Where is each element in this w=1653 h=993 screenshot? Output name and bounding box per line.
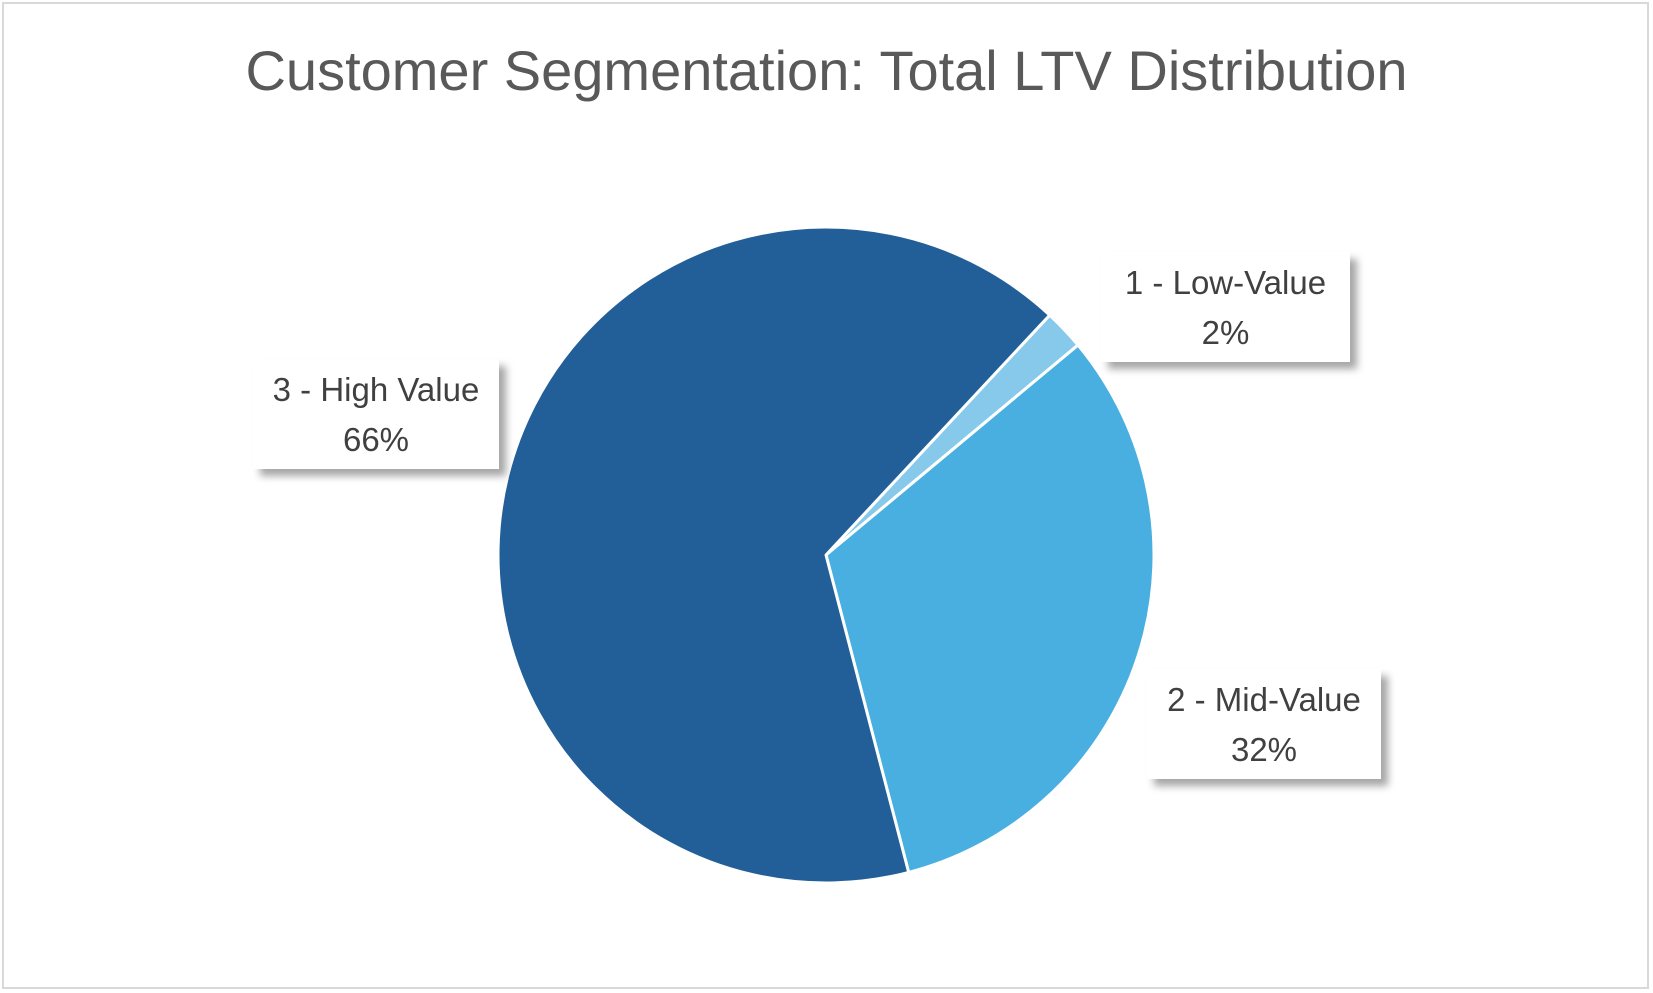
data-labels: 1 - Low-Value 2% 2 - Mid-Value 32% 3 - High … [253,252,1381,779]
pie-slices [496,225,1156,885]
pie-slice-2 [824,343,1156,874]
data-label-percent: 32% [1231,731,1297,768]
data-label-box [1101,252,1350,362]
pie-slice-3 [496,225,1052,885]
chart-title: Customer Segmentation: Total LTV Distrib… [245,39,1408,102]
data-label-3: 3 - High Value 66% [253,359,499,469]
data-label-category: 3 - High Value [273,371,480,408]
data-label-category: 2 - Mid-Value [1167,681,1361,718]
data-label-percent: 66% [343,421,409,458]
data-label-category: 1 - Low-Value [1125,264,1326,301]
data-label-box [253,359,499,469]
data-label-box [1147,669,1381,779]
data-label-1: 1 - Low-Value 2% [1101,252,1350,362]
data-label-percent: 2% [1202,314,1250,351]
data-label-2: 2 - Mid-Value 32% [1147,669,1381,779]
